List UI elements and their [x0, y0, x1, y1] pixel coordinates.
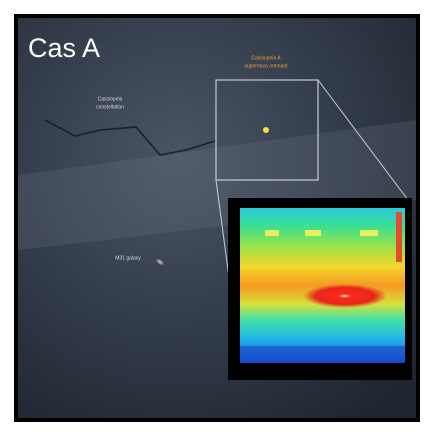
heatmap-patch	[396, 212, 402, 262]
title: Cas A	[28, 33, 100, 63]
remnant-label: Cassiopeia A	[251, 55, 281, 61]
heatmap-patch	[360, 230, 378, 236]
heatmap	[240, 208, 405, 363]
heatmap-patch	[240, 346, 405, 363]
galaxy-label: M31 galaxy	[115, 255, 141, 261]
remnant-label: supernova remnant	[244, 63, 288, 69]
page: {"title": "Cas A", "remnant_label": ["Ca…	[0, 0, 432, 435]
constellation-label: Cassiopeia	[98, 96, 123, 102]
screenshot: Cas A Cassiopeia A supernova remnant Cas…	[0, 0, 432, 435]
heatmap-hotspot	[303, 284, 387, 308]
constellation-label: constellation	[96, 104, 124, 110]
remnant-dot	[263, 127, 269, 133]
heatmap-patch	[305, 230, 321, 236]
heatmap-patch	[265, 230, 279, 236]
